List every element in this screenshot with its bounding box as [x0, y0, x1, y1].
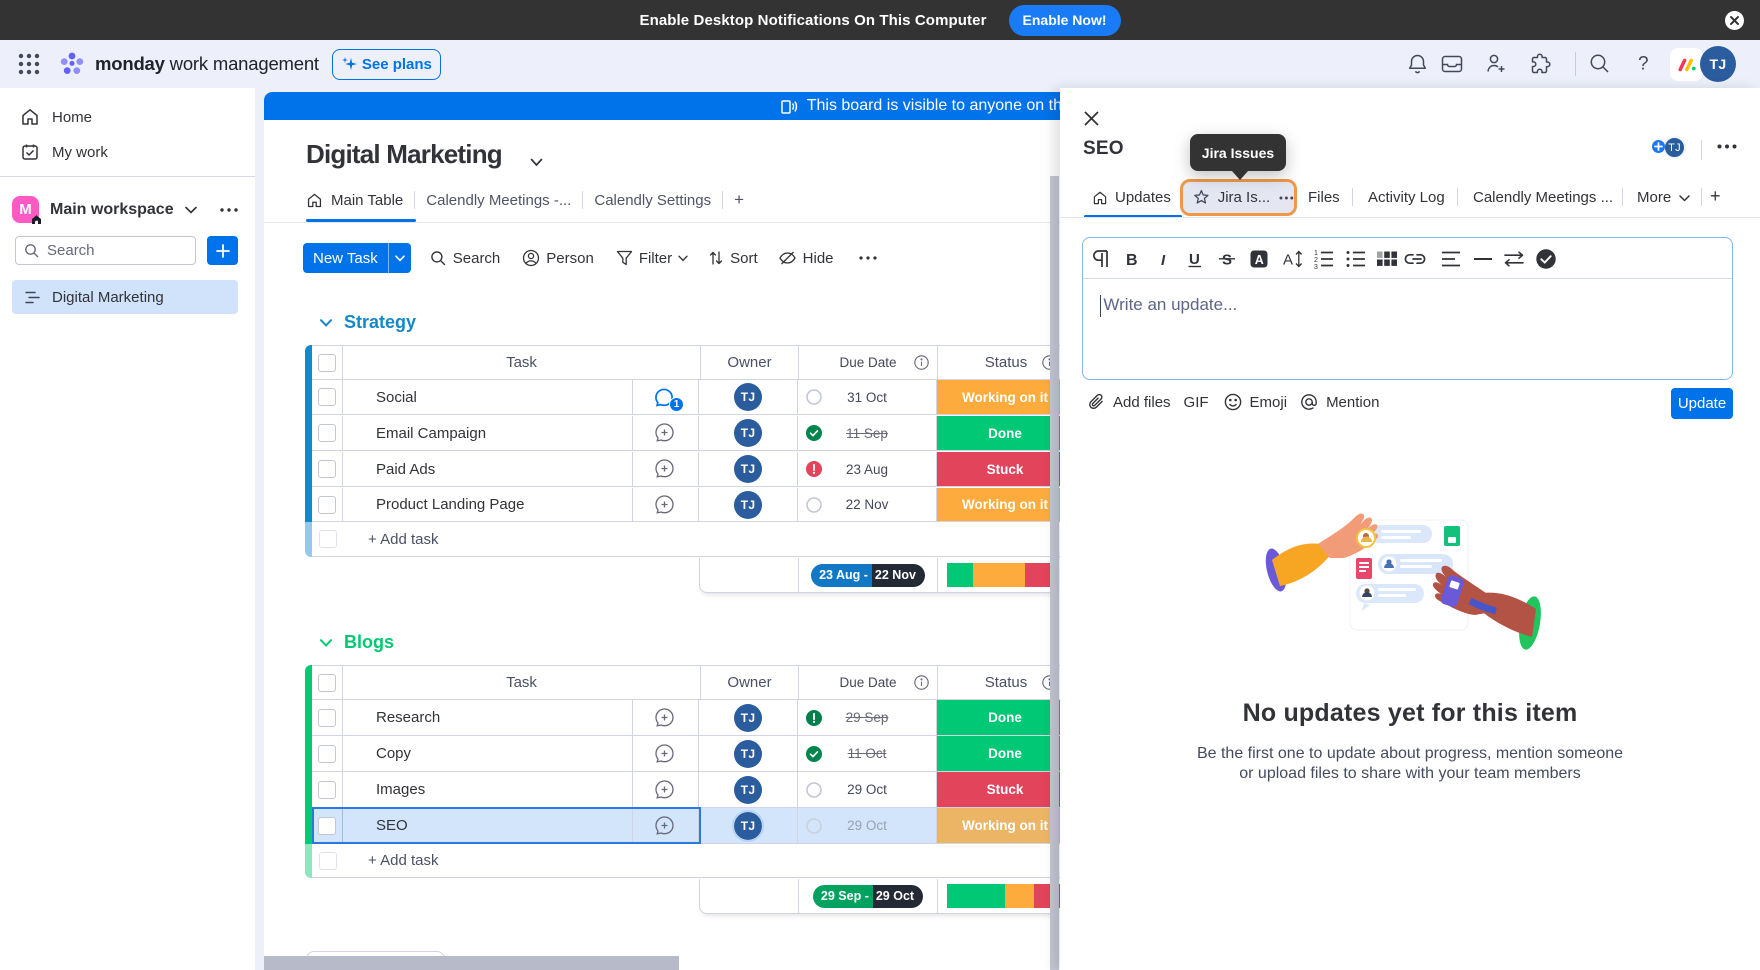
svg-text:3: 3	[1314, 264, 1318, 270]
svg-text:?: ?	[1638, 54, 1649, 75]
svg-text:U: U	[1189, 251, 1200, 268]
svg-text:B: B	[1126, 252, 1138, 269]
svg-text:A: A	[1255, 253, 1264, 267]
svg-text:A: A	[1283, 252, 1293, 269]
svg-text:I: I	[1161, 252, 1166, 269]
svg-text:1: 1	[1314, 250, 1318, 257]
svg-text:2: 2	[1314, 257, 1318, 264]
svg-text:S: S	[1222, 252, 1232, 269]
